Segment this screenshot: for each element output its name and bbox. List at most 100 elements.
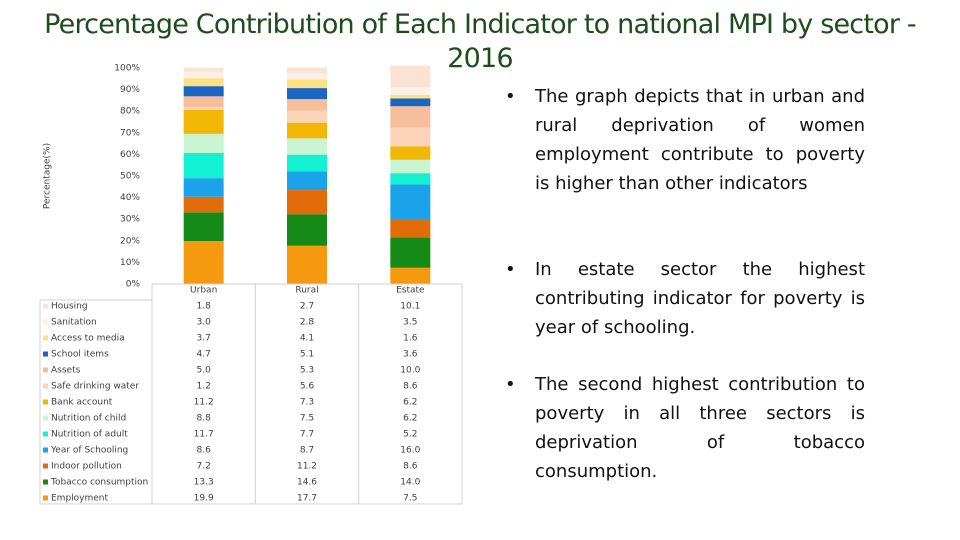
x-tick-label: Rural bbox=[295, 286, 318, 296]
table-value: 3.0 bbox=[197, 318, 212, 328]
y-tick-label: 0% bbox=[126, 280, 141, 290]
legend-label: Housing bbox=[51, 302, 88, 312]
legend-swatch bbox=[43, 463, 48, 469]
bar-segment bbox=[183, 212, 224, 242]
y-axis-label: Percentage(%) bbox=[43, 143, 53, 209]
table-value: 13.3 bbox=[194, 478, 214, 488]
legend-label: Bank account bbox=[51, 398, 113, 408]
bar-segment bbox=[390, 65, 431, 88]
bar-segment bbox=[287, 79, 327, 89]
bar-segment bbox=[390, 173, 431, 185]
legend-swatch bbox=[43, 495, 48, 501]
bar-segment bbox=[390, 159, 431, 174]
legend-label: Access to media bbox=[51, 334, 125, 344]
bar-segment bbox=[183, 178, 224, 197]
table-value: 8.6 bbox=[197, 446, 212, 456]
table-value: 8.6 bbox=[403, 462, 418, 472]
table-value: 7.5 bbox=[403, 494, 417, 504]
bar-segment bbox=[287, 67, 327, 74]
y-tick-label: 50% bbox=[120, 172, 140, 182]
x-tick-label: Estate bbox=[396, 286, 425, 296]
table-value: 17.7 bbox=[297, 494, 317, 504]
bar-segment bbox=[390, 184, 431, 219]
bar-segment bbox=[183, 86, 224, 97]
table-value: 10.1 bbox=[400, 302, 420, 312]
bar-segment bbox=[183, 133, 224, 153]
bar-segment bbox=[287, 171, 327, 191]
legend-label: Year of Schooling bbox=[50, 446, 128, 456]
table-value: 7.5 bbox=[300, 414, 314, 424]
bar-segment bbox=[390, 146, 431, 160]
y-tick-label: 30% bbox=[120, 215, 140, 225]
bar-segment bbox=[183, 67, 224, 72]
legend-swatch bbox=[43, 335, 48, 341]
y-tick-label: 20% bbox=[120, 236, 140, 246]
bar-segment bbox=[183, 78, 224, 87]
y-tick-label: 60% bbox=[120, 150, 140, 160]
table-value: 5.0 bbox=[197, 366, 212, 376]
table-value: 5.6 bbox=[300, 382, 315, 392]
table-value: 10.0 bbox=[400, 366, 420, 376]
table-value: 1.8 bbox=[197, 302, 212, 312]
bullet: In estate sector the highest contributin… bbox=[505, 255, 865, 342]
table-value: 14.6 bbox=[297, 478, 317, 488]
table-value: 2.7 bbox=[300, 302, 314, 312]
bar-segment bbox=[390, 127, 431, 147]
table-value: 7.7 bbox=[300, 430, 314, 440]
y-tick-label: 80% bbox=[120, 107, 140, 117]
table-value: 11.2 bbox=[194, 398, 214, 408]
bar-segment bbox=[287, 138, 327, 155]
table-value: 8.7 bbox=[300, 446, 314, 456]
bar-segment bbox=[287, 73, 327, 80]
y-tick-label: 10% bbox=[120, 258, 140, 268]
table-value: 7.3 bbox=[300, 398, 314, 408]
table-value: 6.2 bbox=[403, 414, 417, 424]
bar-segment bbox=[183, 96, 224, 108]
legend-swatch bbox=[43, 319, 48, 325]
bar-segment bbox=[183, 109, 224, 134]
legend-swatch bbox=[43, 351, 48, 357]
bar-segment bbox=[183, 196, 224, 213]
bar-segment bbox=[287, 99, 327, 111]
legend-swatch bbox=[43, 479, 48, 485]
bar-segment bbox=[390, 237, 431, 268]
legend-label: Nutrition of adult bbox=[51, 430, 128, 440]
table-value: 3.6 bbox=[403, 350, 418, 360]
bar-segment bbox=[183, 107, 224, 110]
legend-swatch bbox=[43, 399, 48, 405]
table-value: 5.2 bbox=[403, 430, 417, 440]
bar-segment bbox=[390, 95, 431, 99]
y-tick-label: 40% bbox=[120, 193, 140, 203]
table-value: 1.6 bbox=[403, 334, 418, 344]
table-value: 6.2 bbox=[403, 398, 417, 408]
table-value: 11.7 bbox=[194, 430, 214, 440]
x-tick-label: Urban bbox=[190, 286, 217, 296]
table-value: 1.2 bbox=[197, 382, 211, 392]
legend-swatch bbox=[43, 383, 48, 389]
legend-label: Indoor pollution bbox=[51, 462, 122, 472]
table-value: 3.5 bbox=[403, 318, 417, 328]
table-value: 5.3 bbox=[300, 366, 314, 376]
chart-title: Percentage Contribution of Each Indicato… bbox=[44, 9, 917, 74]
legend-label: School items bbox=[51, 350, 109, 360]
bar-segment bbox=[390, 98, 431, 107]
y-tick-label: 90% bbox=[120, 85, 140, 95]
legend-swatch bbox=[43, 447, 48, 453]
legend-swatch bbox=[43, 415, 48, 421]
legend-label: Employment bbox=[51, 494, 109, 504]
legend-label: Sanitation bbox=[51, 318, 97, 328]
bar-segment bbox=[390, 218, 431, 238]
bar-segment bbox=[390, 106, 431, 128]
bar-segment bbox=[390, 87, 431, 95]
bar-segment bbox=[183, 71, 224, 79]
table-value: 14.0 bbox=[400, 478, 420, 488]
table-value: 4.7 bbox=[197, 350, 211, 360]
table-value: 7.2 bbox=[197, 462, 211, 472]
table-value: 4.1 bbox=[300, 334, 314, 344]
bullet: The second highest contribution to pover… bbox=[505, 370, 865, 486]
legend-label: Nutrition of child bbox=[51, 414, 126, 424]
table-value: 19.9 bbox=[194, 494, 214, 504]
table-value: 16.0 bbox=[400, 446, 420, 456]
